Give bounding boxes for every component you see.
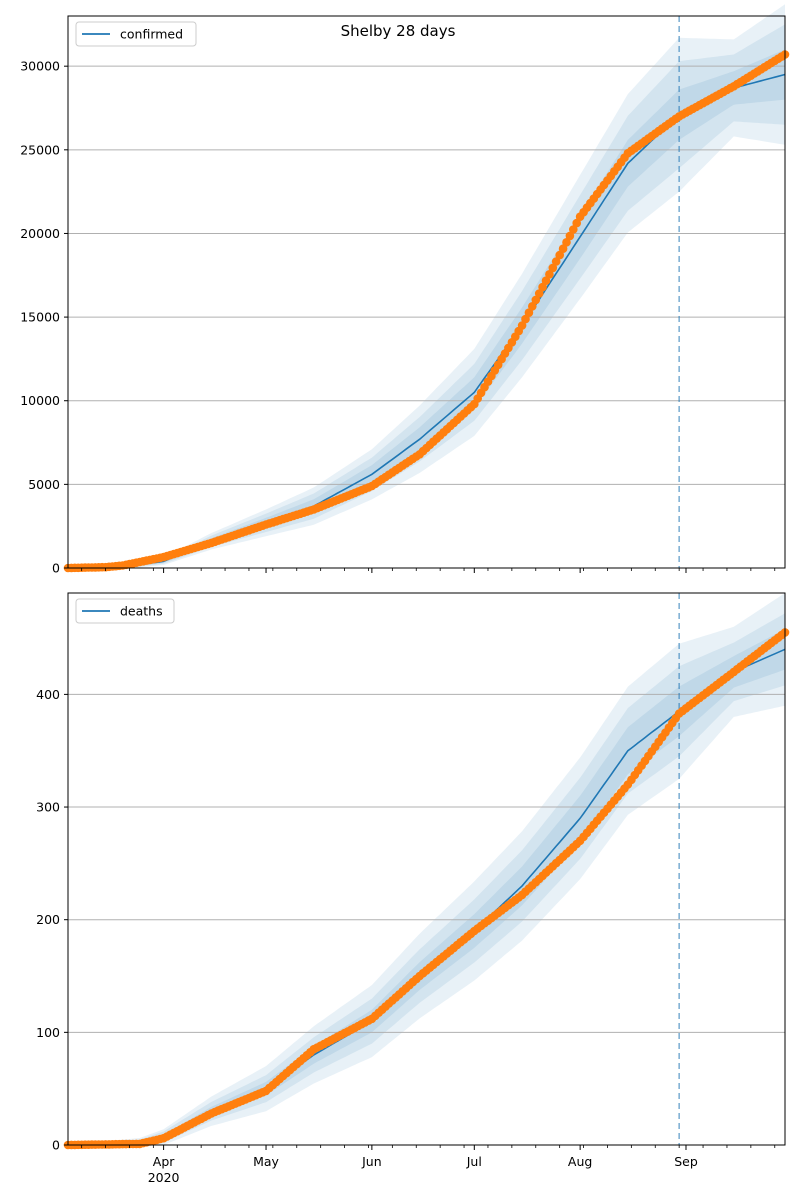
confirmed-observed-points xyxy=(63,50,790,573)
legend-frame xyxy=(75,21,197,47)
x-tick-label: Aug xyxy=(568,1154,592,1169)
axes-frame xyxy=(67,15,786,569)
observed-point xyxy=(551,257,561,266)
y-tick-label: 400 xyxy=(36,687,60,702)
observed-point xyxy=(517,321,527,330)
uncertainty-band xyxy=(68,24,785,568)
x-tick-label: Jun xyxy=(361,1154,382,1169)
deaths-panel: 0 100 200 300 400 Apr May Jun Jul Aug Sep 2020 deat… xyxy=(36,592,790,1185)
axes-frame xyxy=(67,592,786,1146)
confirmed-panel: 0 5000 10000 15000 20000 25000 30000 confirmed xyxy=(20,4,790,576)
observed-point xyxy=(545,270,554,279)
observed-point xyxy=(528,302,537,311)
observed-point xyxy=(524,308,534,318)
uncertainty-band xyxy=(68,593,785,1145)
x-tick-label: Jul xyxy=(466,1154,482,1169)
y-tick-label: 10000 xyxy=(20,393,60,408)
y-tick-label: 5000 xyxy=(28,477,60,492)
observed-point xyxy=(521,314,530,324)
deaths-observed-points xyxy=(63,628,790,1150)
observed-point xyxy=(541,276,551,286)
observed-point xyxy=(569,225,578,234)
y-tick-label: 20000 xyxy=(20,226,60,241)
observed-point xyxy=(565,231,575,241)
confirmed-axes: 0 5000 10000 15000 20000 25000 30000 xyxy=(20,15,786,576)
observed-point xyxy=(538,282,547,292)
legend-frame xyxy=(75,598,175,624)
legend-label: confirmed xyxy=(120,27,183,42)
deaths-legend: deaths xyxy=(75,598,175,624)
observed-point xyxy=(548,263,558,273)
confirmed-legend: confirmed xyxy=(75,21,197,47)
observed-point xyxy=(562,238,571,247)
y-tick-label: 300 xyxy=(36,800,60,815)
y-tick-label: 15000 xyxy=(20,310,60,325)
observed-point xyxy=(555,250,564,260)
deaths-uncertainty-bands xyxy=(68,593,785,1145)
y-tick-label: 0 xyxy=(52,561,60,576)
x-tick-label: Apr xyxy=(153,1154,175,1169)
y-tick-label: 25000 xyxy=(20,142,60,157)
uncertainty-band xyxy=(68,613,785,1145)
y-tick-label: 0 xyxy=(52,1138,60,1153)
deaths-axes: 0 100 200 300 400 Apr May Jun Jul Aug Sep 2020 xyxy=(36,592,786,1185)
uncertainty-band xyxy=(68,4,785,569)
uncertainty-band xyxy=(68,629,785,1145)
x-year-label: 2020 xyxy=(148,1170,180,1185)
y-tick-label: 200 xyxy=(36,912,60,927)
observed-point xyxy=(531,295,541,305)
observed-point xyxy=(558,244,568,253)
observed-point xyxy=(572,218,581,228)
x-tick-label: Sep xyxy=(674,1154,698,1169)
legend-label: deaths xyxy=(120,604,163,619)
y-tick-label: 100 xyxy=(36,1025,60,1040)
figure-title: Shelby 28 days xyxy=(341,22,456,40)
observed-point xyxy=(534,289,544,298)
x-tick-label: May xyxy=(253,1154,279,1169)
y-tick-label: 30000 xyxy=(20,59,60,74)
